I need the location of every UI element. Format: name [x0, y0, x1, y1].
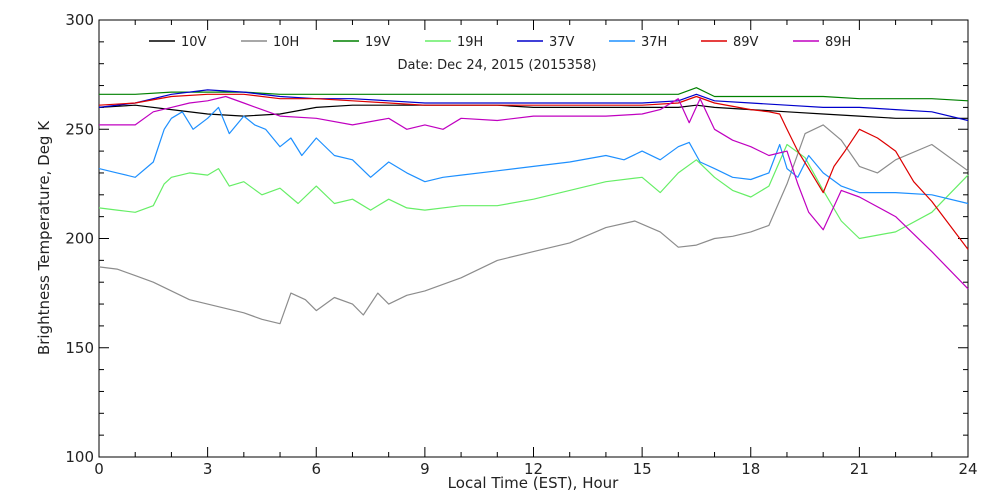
x-tick-label: 18	[741, 460, 760, 478]
legend-label-19v: 19V	[365, 35, 391, 50]
date-label: Date: Dec 24, 2015 (2015358)	[398, 58, 597, 73]
series-line-37h	[98, 106, 969, 205]
legend-label-10h: 10H	[273, 35, 299, 50]
series-line-89v	[98, 93, 969, 250]
series-line-10v	[98, 104, 968, 119]
plot-frame	[98, 19, 969, 458]
legend-label-10v: 10V	[181, 35, 207, 50]
x-tick-label: 21	[850, 460, 869, 478]
series-line-19h	[98, 143, 969, 240]
y-axis-title: Brightness Temperature, Deg K	[35, 120, 53, 355]
y-tick-label: 150	[65, 339, 94, 357]
series-line-37v	[98, 89, 969, 122]
series-lines	[98, 87, 969, 325]
legend-label-37v: 37V	[549, 35, 575, 50]
x-axis-title: Local Time (EST), Hour	[448, 474, 619, 492]
y-tick-label: 200	[65, 230, 94, 248]
axis-ticks	[98, 19, 969, 458]
legend-label-89h: 89H	[825, 35, 851, 50]
series-line-10h	[98, 124, 969, 325]
x-tick-label: 3	[203, 460, 213, 478]
y-tick-label: 250	[65, 120, 94, 138]
y-tick-label: 100	[65, 448, 94, 466]
legend-label-37h: 37H	[641, 35, 667, 50]
legend: 10V 10H 19V 19H 37V 37H 89V 89H	[149, 35, 851, 50]
y-tick-label: 300	[65, 11, 94, 29]
x-tick-label: 6	[311, 460, 321, 478]
axis-tick-labels: 0 3 6 9 12 15 18 21 24 100 150 200 250 300	[65, 11, 977, 478]
x-tick-label: 15	[633, 460, 652, 478]
x-tick-label: 0	[94, 460, 104, 478]
x-tick-label: 12	[524, 460, 543, 478]
legend-label-19h: 19H	[457, 35, 483, 50]
series-line-89h	[99, 95, 969, 290]
x-tick-label: 9	[420, 460, 430, 478]
x-tick-label: 24	[958, 460, 977, 478]
legend-label-89v: 89V	[733, 35, 759, 50]
